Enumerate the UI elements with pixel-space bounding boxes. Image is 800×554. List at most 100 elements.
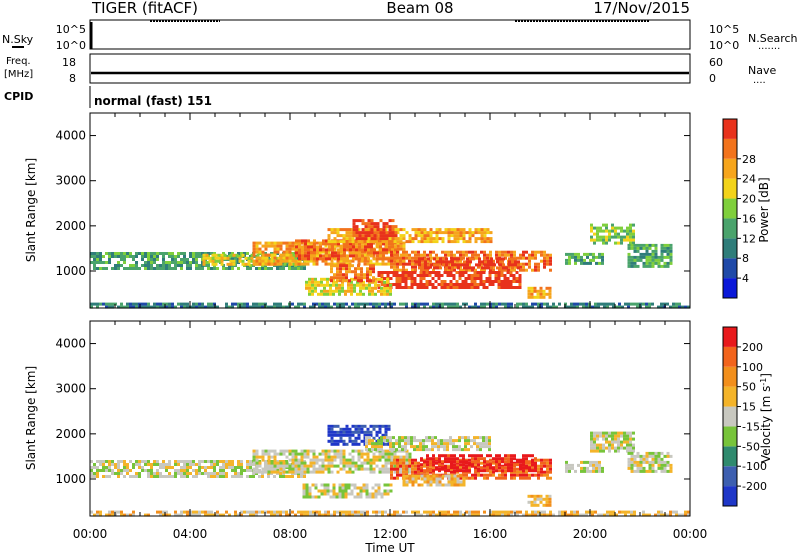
heatmap-cell: [435, 466, 438, 470]
heatmap-cell: [576, 510, 579, 514]
heatmap-cell: [339, 228, 343, 232]
heatmap-cell: [378, 302, 381, 306]
heatmap-cell: [297, 461, 301, 465]
heatmap-cell: [359, 280, 362, 284]
heatmap-cell: [420, 234, 424, 238]
freq-label-line2: [MHz]: [4, 69, 33, 80]
heatmap-cell: [301, 245, 304, 249]
heatmap-cell: [426, 460, 429, 464]
heatmap-cell: [370, 237, 374, 241]
heatmap-cell: [474, 237, 478, 241]
heatmap-cell: [306, 449, 310, 453]
heatmap-cell: [405, 461, 409, 465]
heatmap-cell: [620, 443, 623, 447]
heatmap-cell: [192, 258, 195, 261]
heatmap-cell: [368, 492, 372, 496]
heatmap-cell: [483, 305, 486, 309]
heatmap-cell: [288, 452, 292, 456]
heatmap-cell: [642, 460, 646, 464]
heatmap-cell: [462, 480, 466, 484]
heatmap-cell: [606, 302, 609, 306]
heatmap-cell: [315, 510, 318, 514]
heatmap-cell: [648, 252, 652, 256]
heatmap-cell: [606, 510, 609, 514]
heatmap-cell: [342, 240, 346, 244]
heatmap-cell: [392, 445, 395, 449]
heatmap-cell: [453, 477, 457, 481]
heatmap-cell: [363, 276, 366, 280]
beam-label: Beam 08: [386, 0, 453, 17]
heatmap-cell: [522, 265, 525, 269]
heatmap-cell: [231, 460, 234, 463]
heatmap-cell: [273, 461, 277, 465]
heatmap-cell: [379, 237, 383, 241]
heatmap-cell: [432, 463, 435, 467]
heatmap-cell: [630, 463, 634, 467]
heatmap-cell: [441, 460, 444, 464]
heatmap-cell: [90, 460, 93, 463]
heatmap-cell: [642, 261, 646, 265]
heatmap-cell: [352, 228, 356, 232]
heatmap-cell: [303, 467, 307, 471]
heatmap-cell: [454, 257, 457, 261]
heatmap-cell: [270, 259, 274, 263]
heatmap-cell: [168, 513, 171, 517]
heatmap-cell: [267, 475, 270, 478]
heatmap-cell: [510, 268, 513, 272]
heatmap-cell: [413, 280, 417, 283]
heatmap-cell: [295, 239, 298, 243]
heatmap-cell: [339, 452, 343, 456]
heatmap-cell: [297, 470, 301, 474]
heatmap-cell: [189, 460, 192, 463]
heatmap-cell: [360, 302, 363, 306]
heatmap-cell: [333, 247, 337, 251]
heatmap-cell: [456, 477, 460, 481]
heatmap-cell: [597, 302, 600, 306]
heatmap-cell: [384, 302, 387, 306]
heatmap-cell: [460, 257, 463, 261]
heatmap-cell: [468, 262, 471, 266]
heatmap-cell: [377, 283, 380, 287]
heatmap-cell: [364, 234, 368, 238]
heatmap-cell: [315, 467, 319, 471]
heatmap-cell: [356, 292, 359, 296]
heatmap-cell: [489, 470, 492, 474]
heatmap-cell: [345, 513, 348, 517]
heatmap-cell: [506, 271, 510, 274]
heatmap-cell: [438, 480, 442, 484]
heatmap-cell: [608, 229, 611, 233]
heatmap-cell: [632, 241, 635, 245]
heatmap-cell: [611, 223, 614, 227]
heatmap-cell: [630, 513, 633, 517]
heatmap-cell: [408, 240, 412, 244]
heatmap-cell: [318, 458, 322, 462]
heatmap-cell: [234, 510, 237, 514]
heatmap-cell: [135, 475, 138, 478]
heatmap-cell: [471, 250, 474, 254]
heatmap-cell: [516, 463, 519, 467]
heatmap-cell: [337, 254, 340, 258]
heatmap-cell: [336, 270, 339, 274]
heatmap-cell: [565, 252, 568, 256]
heatmap-cell: [468, 240, 472, 244]
heatmap-cell: [159, 267, 162, 270]
heatmap-cell: [141, 258, 144, 261]
heatmap-cell: [462, 513, 465, 517]
heatmap-cell: [385, 225, 389, 229]
heatmap-cell: [387, 513, 390, 517]
heatmap-cell: [318, 513, 321, 517]
heatmap-cell: [546, 476, 549, 480]
heatmap-cell: [457, 263, 460, 267]
heatmap-cell: [372, 452, 376, 456]
heatmap-cell: [474, 250, 477, 254]
heatmap-cell: [318, 464, 322, 468]
heatmap-cell: [111, 469, 114, 472]
heatmap-cell: [381, 452, 385, 456]
heatmap-cell: [633, 264, 637, 268]
heatmap-cell: [595, 469, 598, 473]
heatmap-cell: [174, 264, 177, 267]
heatmap-cell: [488, 283, 492, 286]
heatmap-cell: [339, 259, 343, 263]
